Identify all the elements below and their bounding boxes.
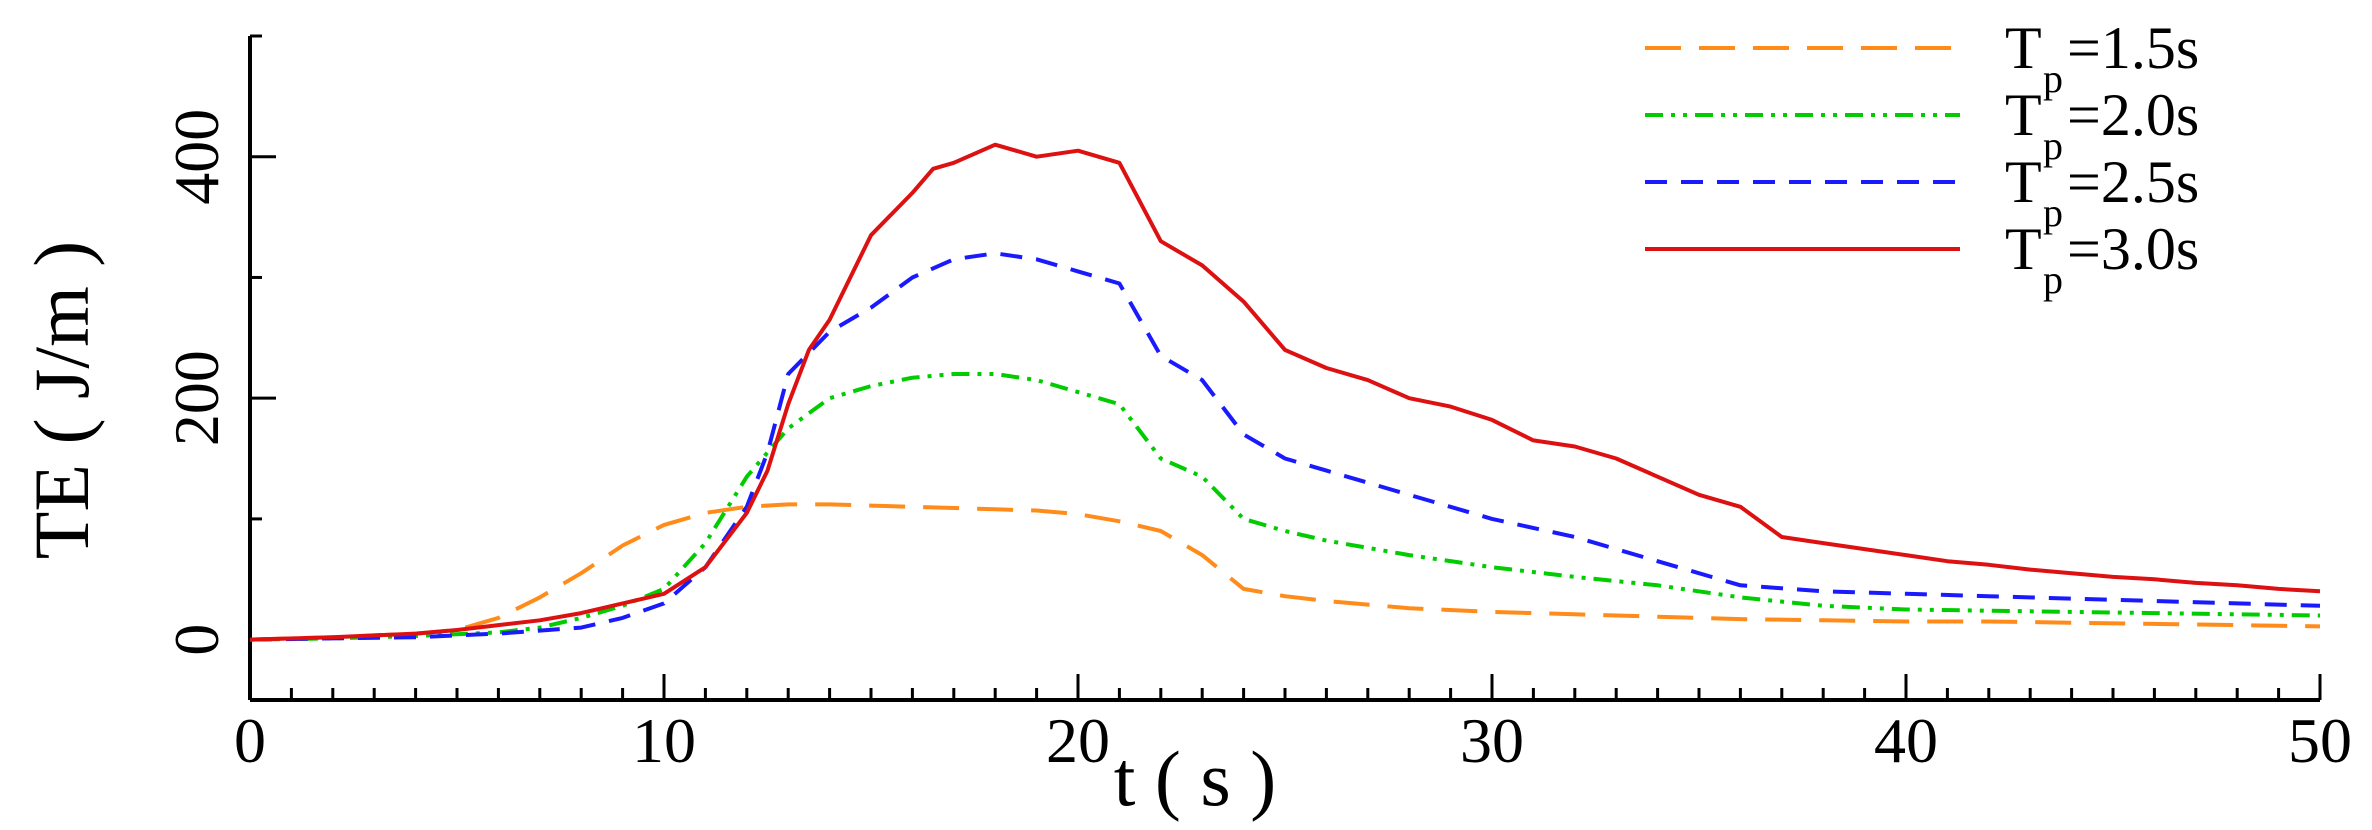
legend-label-value: =2.5s (2067, 149, 2199, 215)
y-tick-labels: 0 200 400 (161, 109, 232, 656)
x-tick-label: 20 (1046, 705, 1110, 776)
legend-label-main: T (2005, 15, 2042, 81)
legend-label-value: =2.0s (2067, 82, 2199, 148)
x-ticks (248, 674, 2322, 700)
y-ticks (250, 34, 276, 642)
y-tick-label: 400 (161, 109, 232, 205)
series-lines (249, 142, 2321, 642)
legend-label-main: T (2005, 216, 2042, 282)
x-tick-label: 10 (632, 705, 696, 776)
x-tick-label: 30 (1460, 705, 1524, 776)
y-tick-label: 0 (161, 624, 232, 656)
legend-label-sub: p (2043, 190, 2063, 235)
series-line-3 (249, 142, 2321, 642)
series-line-0 (249, 502, 2321, 642)
legend-label-main: T (2005, 82, 2042, 148)
series-line-1 (249, 372, 2321, 642)
y-axis-title: TE ( J/m ) (18, 241, 105, 559)
x-tick-label: 0 (234, 705, 266, 776)
legend-label-sub: p (2043, 56, 2063, 101)
y-tick-label: 200 (161, 350, 232, 446)
x-tick-label: 40 (1874, 705, 1938, 776)
legend-label-sub: p (2043, 257, 2063, 302)
legend-label-value: =3.0s (2067, 216, 2199, 282)
legend-label-value: =1.5s (2067, 15, 2199, 81)
series-line-2 (249, 251, 2321, 642)
legend-label-main: T (2005, 149, 2042, 215)
x-tick-labels: 0 10 20 30 40 50 (234, 705, 2352, 776)
legend-label-sub: p (2043, 123, 2063, 168)
x-axis-title: t ( s ) (1114, 735, 1276, 822)
x-tick-label: 50 (2288, 705, 2352, 776)
